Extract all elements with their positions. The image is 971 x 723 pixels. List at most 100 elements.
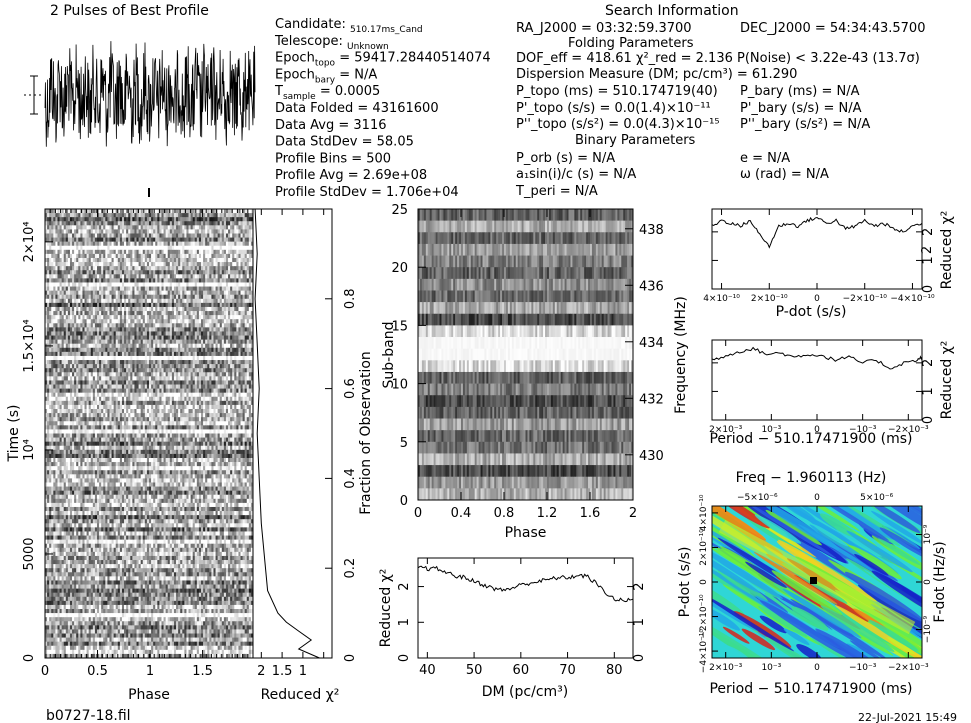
- heatmap-cell: [78, 388, 81, 393]
- heatmap-cell: [244, 335, 248, 340]
- heatmap-cell: [92, 311, 96, 316]
- heatmap-cell: [94, 298, 98, 304]
- heatmap-cell: [221, 286, 225, 291]
- heatmap-cell: [234, 262, 237, 267]
- heatmap-cell: [45, 302, 48, 308]
- heatmap-cell: [230, 245, 233, 251]
- heatmap-cell: [167, 311, 171, 316]
- heatmap-cell: [209, 286, 212, 291]
- heatmap-cell: [167, 294, 171, 300]
- heatmap-cell: [196, 282, 200, 287]
- heatmap-cell: [149, 302, 152, 308]
- heatmap-cell: [142, 360, 146, 365]
- heatmap-cell: [180, 404, 183, 410]
- heatmap-cell: [55, 221, 58, 226]
- heatmap-cell: [151, 294, 154, 300]
- heatmap-cell: [242, 319, 245, 324]
- heatmap-cell: [155, 302, 158, 308]
- heatmap-cell: [101, 335, 104, 340]
- heatmap-cell: [113, 245, 117, 251]
- heatmap-cell: [136, 331, 139, 336]
- heatmap-cell: [59, 351, 62, 357]
- heatmap-cell: [99, 233, 102, 238]
- heatmap-cell: [246, 347, 250, 353]
- heatmap-cell: [201, 339, 204, 344]
- heatmap-cell: [140, 237, 144, 242]
- heatmap-cell: [165, 323, 169, 328]
- heatmap-cell: [196, 217, 200, 222]
- heatmap-cell: [238, 237, 241, 242]
- heatmap-cell: [111, 225, 114, 230]
- heatmap-cell: [121, 253, 125, 259]
- heatmap-cell: [49, 245, 52, 251]
- heatmap-cell: [61, 319, 65, 324]
- heatmap-cell: [192, 290, 196, 296]
- heatmap-cell: [47, 347, 50, 353]
- heatmap-cell: [215, 360, 218, 365]
- heatmap-cell: [84, 237, 87, 242]
- heatmap-cell: [190, 351, 193, 357]
- heatmap-cell: [161, 209, 164, 214]
- heatmap-cell: [94, 290, 98, 296]
- heatmap-cell: [221, 241, 225, 247]
- heatmap-cell: [221, 282, 225, 287]
- heatmap-cell: [219, 327, 223, 332]
- heatmap-cell: [136, 355, 139, 361]
- heatmap-cell: [78, 384, 81, 389]
- heatmap-cell: [232, 262, 235, 267]
- heatmap-cell: [130, 380, 133, 385]
- heatmap-cell: [246, 360, 250, 365]
- heatmap-cell: [128, 311, 131, 316]
- heatmap-cell: [90, 233, 94, 238]
- heatmap-cell: [65, 249, 69, 255]
- heatmap-cell: [74, 388, 77, 393]
- heatmap-cell: [130, 360, 133, 365]
- heatmap-cell: [248, 249, 252, 255]
- heatmap-cell: [84, 221, 87, 226]
- heatmap-cell: [82, 266, 85, 271]
- dof-label: DOF_eff = 418.61 χ²_red = 2.136 P(Noise)…: [516, 51, 920, 66]
- heatmap-cell: [53, 335, 56, 340]
- heatmap-cell: [80, 351, 83, 357]
- heatmap-cell: [84, 270, 87, 275]
- heatmap-cell: [88, 355, 92, 361]
- heatmap-cell: [53, 343, 56, 349]
- heatmap-cell: [217, 355, 221, 361]
- heatmap-cell: [236, 380, 239, 385]
- heatmap-cell: [82, 311, 85, 316]
- heatmap-cell: [103, 388, 106, 393]
- heatmap-cell: [109, 225, 112, 230]
- heatmap-cell: [74, 237, 77, 242]
- heatmap-cell: [72, 286, 75, 291]
- heatmap-cell: [78, 339, 81, 344]
- heatmap-cell: [178, 368, 181, 373]
- heatmap-cell: [45, 294, 48, 300]
- heatmap-cell: [84, 225, 87, 230]
- heatmap-cell: [57, 388, 60, 393]
- heatmap-cell: [180, 217, 183, 222]
- heatmap-cell: [101, 327, 104, 332]
- heatmap-cell: [111, 392, 114, 398]
- heatmap-cell: [132, 274, 135, 279]
- heatmap-cell: [209, 306, 212, 312]
- heatmap-cell: [149, 274, 152, 279]
- heatmap-cell: [194, 278, 198, 283]
- heatmap-cell: [186, 257, 189, 263]
- heatmap-cell: [88, 306, 92, 312]
- heatmap-cell: [49, 298, 52, 304]
- heatmap-cell: [250, 388, 254, 393]
- heatmap-cell: [76, 331, 79, 336]
- heatmap-cell: [196, 278, 200, 283]
- heatmap-cell: [248, 278, 252, 283]
- heatmap-cell: [151, 368, 154, 373]
- heatmap-cell: [130, 364, 133, 369]
- heatmap-cell: [138, 274, 141, 279]
- heatmap-cell: [53, 376, 56, 381]
- heatmap-cell: [173, 311, 177, 316]
- heatmap-cell: [146, 290, 150, 296]
- heatmap-cell: [72, 351, 75, 357]
- heatmap-cell: [146, 253, 150, 259]
- heatmap-cell: [219, 343, 223, 349]
- heatmap-cell: [238, 311, 241, 316]
- heatmap-cell: [59, 315, 62, 320]
